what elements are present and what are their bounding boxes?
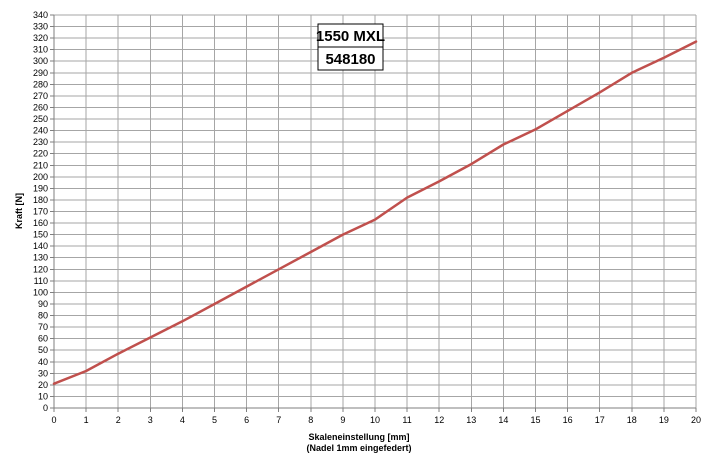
y-tick-label: 340: [33, 10, 48, 20]
y-tick-label: 10: [38, 391, 48, 401]
x-axis-title-line-2: (Nadel 1mm eingefedert): [306, 443, 411, 453]
data-point: [53, 382, 55, 385]
data-point: [631, 71, 633, 74]
y-tick-label: 110: [34, 276, 48, 286]
x-tick-label: 9: [340, 415, 345, 425]
y-tick-label: 320: [33, 33, 48, 43]
series-layer: [52, 40, 698, 385]
data-point: [663, 56, 665, 59]
y-tick-label: 190: [33, 183, 48, 193]
x-tick-label: 14: [498, 415, 508, 425]
y-tick-label: 170: [33, 207, 48, 217]
data-point: [213, 303, 216, 305]
y-tick-label: 310: [33, 45, 48, 55]
data-point: [342, 233, 344, 236]
y-tick-label: 150: [33, 230, 48, 240]
y-tick-label: 50: [38, 345, 48, 355]
y-tick-label: 0: [43, 403, 48, 413]
y-tick-label: 160: [33, 218, 48, 228]
data-point: [406, 196, 408, 199]
y-tick-label: 70: [38, 322, 48, 332]
chart-title-line-2: 548180: [325, 51, 375, 68]
y-tick-label: 20: [38, 380, 48, 390]
y-tick-label: 270: [33, 91, 48, 101]
y-tick-label: 250: [33, 114, 48, 124]
x-tick-label: 6: [244, 415, 249, 425]
y-tick-label: 180: [33, 195, 48, 205]
x-tick-label: 19: [659, 415, 669, 425]
y-tick-label: 100: [33, 287, 48, 297]
y-tick-label: 200: [33, 172, 48, 182]
y-tick-label: 90: [38, 299, 48, 309]
y-tick-label: 220: [33, 149, 48, 159]
data-point: [438, 180, 441, 183]
y-tick-label: 40: [38, 357, 48, 367]
x-tick-label: 5: [212, 415, 217, 425]
x-tick-label: 2: [116, 415, 121, 425]
x-tick-label: 12: [434, 415, 444, 425]
x-tick-label: 20: [691, 415, 701, 425]
y-axis-title: Kraft [N]: [14, 193, 24, 229]
x-axis-title-line-1: Skaleneinstellung [mm]: [308, 432, 409, 442]
x-tick-label: 7: [276, 415, 281, 425]
y-tick-label: 300: [33, 56, 48, 66]
x-tick-label: 1: [84, 415, 89, 425]
x-tick-label: 10: [370, 415, 380, 425]
data-point: [117, 352, 119, 355]
y-tick-label: 210: [33, 160, 48, 170]
y-tick-label: 60: [38, 334, 48, 344]
y-tick-label: 120: [33, 264, 48, 274]
chart-title-line-1: 1550 MXL: [316, 28, 385, 45]
x-tick-label: 4: [180, 415, 185, 425]
y-tick-label: 230: [33, 137, 48, 147]
x-tick-label: 18: [627, 415, 637, 425]
y-tick-label: 140: [33, 241, 48, 251]
x-tick-label: 15: [530, 415, 540, 425]
y-tick-label: 240: [33, 126, 48, 136]
x-tick-label: 8: [308, 415, 313, 425]
data-point: [534, 128, 537, 131]
chart-title-box: 1550 MXL 548180: [316, 23, 385, 71]
data-point: [245, 285, 248, 288]
x-tick-label: 3: [148, 415, 153, 425]
data-point: [598, 91, 601, 94]
data-point: [181, 320, 184, 323]
y-tick-label: 290: [33, 68, 48, 78]
y-tick-label: 260: [33, 102, 48, 112]
data-point: [277, 268, 280, 271]
y-tick-label: 30: [38, 368, 48, 378]
x-tick-label: 0: [51, 415, 56, 425]
x-tick-label: 16: [563, 415, 573, 425]
y-tick-label: 330: [33, 22, 48, 32]
x-tick-label: 11: [402, 415, 411, 425]
data-point: [149, 336, 152, 339]
x-tick-label: 13: [466, 415, 476, 425]
y-tick-label: 80: [38, 311, 48, 321]
data-point: [85, 370, 87, 372]
data-point: [310, 251, 312, 253]
grid: 0 1 2 3 4 5 6 7 8 9 10 11 12 13 14 15 16 17 18 19 2001020304…: [33, 10, 701, 425]
data-point: [502, 143, 505, 146]
data-point: [374, 218, 376, 221]
x-tick-label: 17: [595, 415, 605, 425]
data-point: [566, 110, 569, 112]
data-point: [695, 40, 697, 43]
y-tick-label: 280: [33, 79, 48, 89]
y-tick-label: 130: [33, 253, 48, 263]
data-point: [470, 163, 473, 165]
